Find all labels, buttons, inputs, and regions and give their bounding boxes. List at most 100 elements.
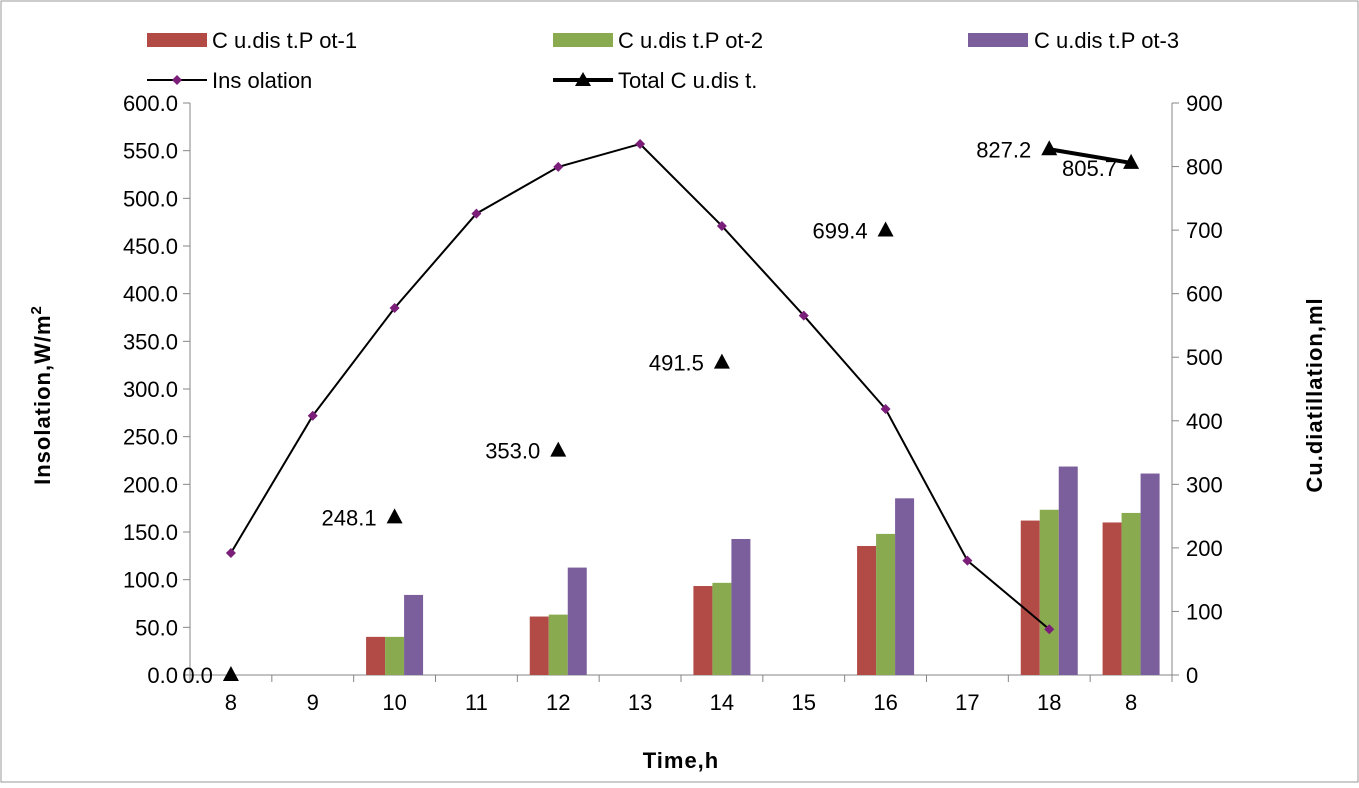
total-data-label: 805.7 <box>1062 156 1117 181</box>
y-tick-label: 200.0 <box>123 472 178 497</box>
y-axis-title-text: Insolation,W/m <box>30 314 55 484</box>
x-tick-label: 12 <box>546 690 570 715</box>
x-tick-label: 9 <box>307 690 319 715</box>
legend-swatch-pot1 <box>147 33 207 47</box>
total-point <box>1041 140 1058 156</box>
insolation-point <box>880 404 891 415</box>
x-tick-label: 15 <box>792 690 816 715</box>
x-tick-label: 16 <box>873 690 897 715</box>
y2-tick-label: 0 <box>1186 663 1198 688</box>
bar-pot-2 <box>548 614 568 675</box>
bar-pot-2 <box>1121 512 1141 675</box>
bar-pot-2 <box>712 582 732 675</box>
y2-tick-label: 200 <box>1186 536 1223 561</box>
legend-marker-insolation <box>172 75 182 85</box>
y2-tick-label: 100 <box>1186 599 1223 624</box>
y-tick-label: 150.0 <box>123 520 178 545</box>
y-tick-label: 0.0 <box>147 663 178 688</box>
total-data-label: 827.2 <box>976 137 1031 162</box>
bar-pot-3 <box>731 538 751 675</box>
total-data-label: 0.0 <box>182 663 213 688</box>
legend-label-insolation: Ins olation <box>212 68 312 93</box>
y-tick-label: 400.0 <box>123 282 178 307</box>
total-point <box>222 666 239 681</box>
bar-pot-1 <box>857 545 877 675</box>
y-tick-label: 550.0 <box>123 139 178 164</box>
y2-tick-label: 600 <box>1186 282 1223 307</box>
x-tick-label: 13 <box>628 690 652 715</box>
y-tick-label: 100.0 <box>123 568 178 593</box>
bar-pot-1 <box>1102 522 1122 675</box>
bar-pot-2 <box>876 533 896 675</box>
insolation-point <box>1044 624 1055 635</box>
y-tick-label: 500.0 <box>123 186 178 211</box>
axes: 0.050.0100.0150.0200.0250.0300.0350.0400… <box>123 91 1223 715</box>
total-point <box>877 221 894 237</box>
legend: C u.dis t.P ot-1 C u.dis t.P ot-2 C u.di… <box>147 28 1179 93</box>
total-data-label: 248.1 <box>322 505 377 530</box>
y-tick-label: 350.0 <box>123 329 178 354</box>
legend-label-pot3: C u.dis t.P ot-3 <box>1034 28 1179 53</box>
y-tick-label: 300.0 <box>123 377 178 402</box>
insolation-point <box>471 208 482 219</box>
legend-swatch-pot3 <box>968 33 1028 47</box>
insolation-point <box>307 410 318 421</box>
insolation-point <box>798 310 809 321</box>
legend-marker-total <box>575 72 591 86</box>
y2-tick-label: 900 <box>1186 91 1223 116</box>
bar-pot-2 <box>385 636 405 675</box>
x-tick-label: 8 <box>1125 690 1137 715</box>
legend-label-pot2: C u.dis t.P ot-2 <box>618 28 763 53</box>
total-point <box>550 441 567 457</box>
total-data-label: 491.5 <box>649 351 704 376</box>
y2-tick-label: 400 <box>1186 409 1223 434</box>
bar-pot-3 <box>1140 473 1160 675</box>
y-tick-label: 600.0 <box>123 91 178 116</box>
insolation-point <box>962 555 973 566</box>
markers <box>222 138 1140 681</box>
total-data-label: 699.4 <box>813 218 868 243</box>
data-labels: 0.0 248.1 353.0 491.5 699.4 827.2 805.7 <box>182 137 1117 688</box>
x-tick-label: 17 <box>955 690 979 715</box>
bar-pot-3 <box>1058 466 1078 675</box>
insolation-point <box>389 302 400 313</box>
insolation-point <box>225 547 236 558</box>
x-tick-label: 18 <box>1037 690 1061 715</box>
y-axis-title: Insolation,W/m2 <box>28 305 55 485</box>
y2-tick-label: 800 <box>1186 155 1223 180</box>
bar-pot-3 <box>895 498 915 675</box>
insolation-point <box>635 138 646 149</box>
y-axis-title-superscript: 2 <box>28 305 45 314</box>
y2-tick-label: 500 <box>1186 345 1223 370</box>
total-point <box>713 353 730 369</box>
bar-pot-1 <box>366 636 386 675</box>
insolation-point <box>716 220 727 231</box>
y2-axis-title: Cu.diatillation,ml <box>1302 297 1327 492</box>
y2-tick-label: 300 <box>1186 472 1223 497</box>
total-line-segment <box>1048 147 1132 165</box>
x-tick-label: 10 <box>382 690 406 715</box>
y-tick-label: 450.0 <box>123 234 178 259</box>
total-point <box>386 508 403 524</box>
y-tick-label: 250.0 <box>123 425 178 450</box>
y-tick-label: 50.0 <box>135 615 178 640</box>
total-data-label: 353.0 <box>485 439 540 464</box>
legend-label-pot1: C u.dis t.P ot-1 <box>212 28 357 53</box>
bar-pot-1 <box>529 616 549 675</box>
bars <box>366 466 1160 675</box>
bar-pot-3 <box>404 594 424 675</box>
legend-swatch-pot2 <box>553 33 613 47</box>
x-tick-label: 8 <box>225 690 237 715</box>
bar-pot-1 <box>1020 520 1040 675</box>
total-point <box>1123 153 1140 169</box>
bar-pot-3 <box>567 567 587 675</box>
bar-pot-1 <box>693 586 713 675</box>
y2-tick-label: 700 <box>1186 218 1223 243</box>
x-axis-title: Time,h <box>643 748 720 773</box>
x-tick-label: 14 <box>710 690 734 715</box>
x-tick-label: 11 <box>465 690 488 715</box>
bar-pot-2 <box>1039 509 1059 675</box>
legend-label-total: Total C u.dis t. <box>618 68 757 93</box>
